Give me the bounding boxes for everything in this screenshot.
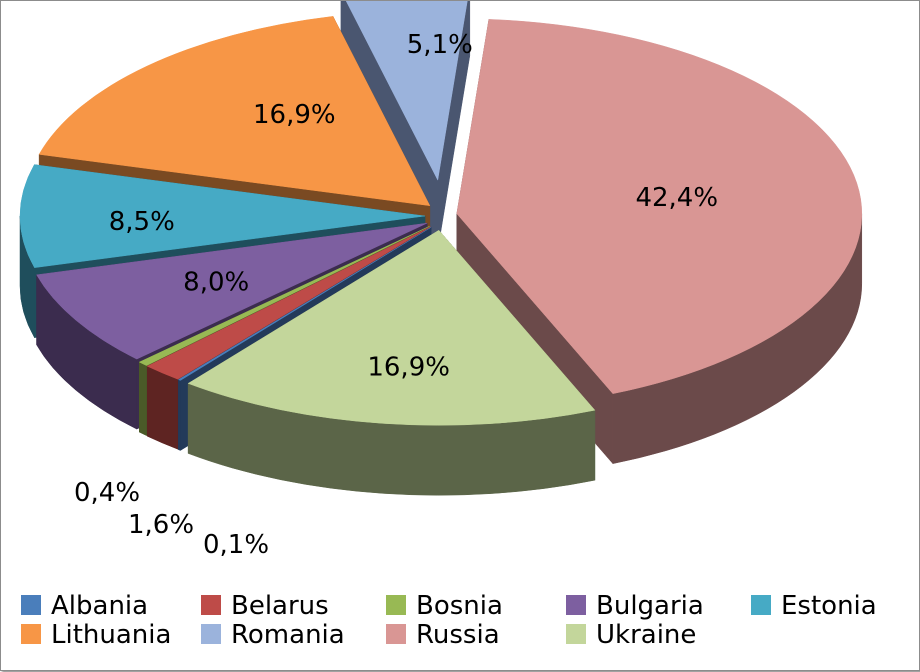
legend-label-russia: Russia — [416, 620, 500, 650]
legend-item-albania: Albania — [21, 591, 148, 621]
legend-label-bulgaria: Bulgaria — [596, 591, 704, 621]
slice-top-romania — [345, 1, 468, 181]
legend-swatch-lithuania — [21, 624, 41, 644]
legend-swatch-romania — [201, 624, 221, 644]
legend-swatch-albania — [21, 595, 41, 615]
legend-item-estonia: Estonia — [751, 591, 877, 621]
legend-swatch-russia — [386, 624, 406, 644]
legend-label-estonia: Estonia — [781, 591, 877, 621]
data-label-ukraine: 16,9% — [367, 353, 450, 383]
data-label-romania: 5,1% — [407, 30, 473, 60]
data-label-bosnia: 0,4% — [74, 478, 140, 508]
slice-top-ukraine — [187, 229, 596, 426]
legend-item-belarus: Belarus — [201, 591, 329, 621]
slice-side-belarus-0 — [146, 365, 178, 450]
legend-item-bulgaria: Bulgaria — [566, 591, 704, 621]
legend-label-belarus: Belarus — [231, 591, 329, 621]
legend-label-albania: Albania — [51, 591, 148, 621]
slice-top-bulgaria — [36, 222, 428, 360]
slice-top-albania — [177, 227, 432, 381]
slice-top-bosnia — [138, 225, 430, 366]
legend-label-ukraine: Ukraine — [596, 620, 696, 650]
legend-swatch-ukraine — [566, 624, 586, 644]
legend-label-bosnia: Bosnia — [416, 591, 503, 621]
legend-swatch-estonia — [751, 595, 771, 615]
slice-top-belarus — [146, 226, 431, 380]
legend-item-lithuania: Lithuania — [21, 620, 171, 650]
data-label-belarus: 1,6% — [128, 510, 194, 540]
data-label-lithuania: 16,9% — [253, 100, 336, 130]
data-label-albania: 0,1% — [203, 530, 269, 560]
legend-item-romania: Romania — [201, 620, 345, 650]
slice-side-bosnia-0 — [139, 361, 147, 436]
slice-top-russia — [456, 19, 863, 394]
legend-label-lithuania: Lithuania — [51, 620, 171, 650]
slice-top-estonia — [19, 164, 426, 268]
legend-label-romania: Romania — [231, 620, 345, 650]
legend-swatch-bulgaria — [566, 595, 586, 615]
slice-side-albania-0 — [178, 379, 181, 451]
legend-swatch-bosnia — [386, 595, 406, 615]
data-label-bulgaria: 8,0% — [183, 267, 249, 297]
legend-swatch-belarus — [201, 595, 221, 615]
legend-item-ukraine: Ukraine — [566, 620, 696, 650]
data-label-russia: 42,4% — [635, 183, 718, 213]
slice-top-lithuania — [38, 16, 431, 207]
legend-item-russia: Russia — [386, 620, 500, 650]
data-label-estonia: 8,5% — [109, 207, 175, 237]
legend-item-bosnia: Bosnia — [386, 591, 503, 621]
slice-ukraine — [187, 229, 596, 496]
